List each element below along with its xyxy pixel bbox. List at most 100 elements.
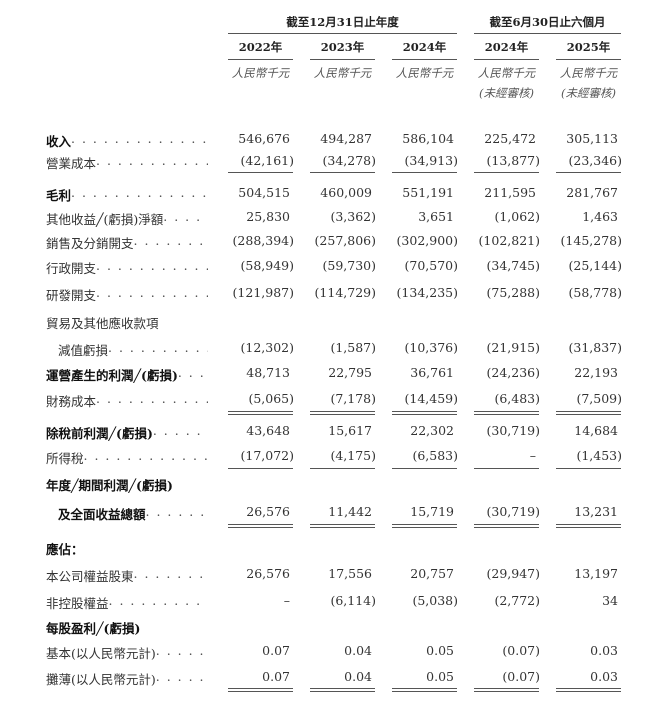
row-label: 運營產生的利潤╱(虧損) . . . . . . . . . . . . . .… — [46, 365, 208, 384]
cell-value: (1,062) — [494, 209, 540, 224]
single-underline — [474, 468, 539, 469]
row-label: 及全面收益總額 . . . . . . . . . . . . . . . . … — [58, 504, 208, 523]
cell-value: (7,178) — [330, 391, 376, 406]
cell-value: 586,104 — [402, 131, 454, 146]
cell-value: 0.04 — [344, 643, 372, 658]
cell-value: (30,719) — [486, 423, 541, 438]
cell-value: (1,453) — [576, 448, 622, 463]
cell-value: (23,346) — [568, 153, 623, 168]
row-label: 年度╱期間利潤╱(虧損) — [46, 475, 208, 494]
column-year: 2025年 — [566, 40, 611, 54]
row-label: 收入 . . . . . . . . . . . . . . . . . . .… — [46, 131, 208, 150]
cell-value: (102,821) — [478, 233, 540, 248]
column-year: 2022年 — [238, 40, 283, 54]
row-label: 所得稅 . . . . . . . . . . . . . . . . . . … — [46, 448, 208, 467]
cell-value: (34,278) — [322, 153, 377, 168]
cell-value: 551,191 — [402, 185, 454, 200]
cell-value: 20,757 — [410, 566, 454, 581]
row-label: 攤薄(以人民幣元計) . . . . . . . . . . . . . . .… — [46, 669, 208, 688]
table-row: 除稅前利潤╱(虧損) . . . . . . . . . . . . . . .… — [0, 423, 650, 441]
row-label-text: 攤薄(以人民幣元計) — [46, 672, 156, 687]
double-underline — [392, 524, 457, 528]
cell-value: 22,795 — [328, 365, 372, 380]
dot-leader: . . . . . . . . . . . . . . . . . . . . … — [133, 566, 208, 581]
row-label-text: 銷售及分銷開支 — [46, 236, 134, 251]
cell-value: (17,072) — [240, 448, 295, 463]
row-label-text: 及全面收益總額 — [58, 507, 146, 522]
cell-value: 281,767 — [566, 185, 618, 200]
row-label-text: 行政開支 — [46, 261, 97, 276]
dot-leader: . . . . . . . . . . . . . . . . . . . . … — [71, 185, 208, 200]
row-label-text: 基本(以人民幣元計) — [46, 646, 156, 661]
table-row: 研發開支 . . . . . . . . . . . . . . . . . .… — [0, 285, 650, 303]
row-label-text: 收入 — [46, 134, 72, 149]
dot-leader: . . . . . . . . . . . . . . . . . . . . … — [155, 669, 208, 684]
cell-value: 14,684 — [574, 423, 618, 438]
cell-value: 225,472 — [484, 131, 536, 146]
table-row: 應佔： — [0, 539, 650, 557]
table-row: 行政開支 . . . . . . . . . . . . . . . . . .… — [0, 258, 650, 276]
column-header: 2022年 人民幣千元 — [228, 39, 293, 85]
cell-value: 0.04 — [344, 669, 372, 684]
column-header: 2025年 人民幣千元 (未經審核) — [556, 39, 621, 101]
row-label: 減值虧損 . . . . . . . . . . . . . . . . . .… — [58, 340, 208, 359]
cell-value: 0.07 — [262, 669, 290, 684]
cell-value: – — [283, 593, 290, 608]
single-underline — [474, 172, 539, 173]
cell-value: 11,442 — [328, 504, 372, 519]
column-unit: 人民幣千元 — [231, 66, 290, 80]
table-row: 非控股權益 . . . . . . . . . . . . . . . . . … — [0, 593, 650, 611]
row-label: 財務成本 . . . . . . . . . . . . . . . . . .… — [46, 391, 208, 410]
single-underline — [556, 172, 621, 173]
row-label: 貿易及其他應收款項 — [46, 313, 208, 332]
row-label-text: 減值虧損 — [58, 343, 109, 358]
column-header: 2024年 人民幣千元 (未經審核) — [474, 39, 539, 101]
column-unit: 人民幣千元 — [559, 66, 618, 80]
cell-value: (2,772) — [494, 593, 540, 608]
cell-value: (70,570) — [404, 258, 459, 273]
single-underline — [310, 414, 375, 415]
cell-value: (145,278) — [560, 233, 622, 248]
single-underline — [310, 468, 375, 469]
table-row: 本公司權益股東 . . . . . . . . . . . . . . . . … — [0, 566, 650, 584]
single-underline — [310, 411, 375, 412]
table-row: 及全面收益總額 . . . . . . . . . . . . . . . . … — [0, 504, 650, 522]
table-row: 所得稅 . . . . . . . . . . . . . . . . . . … — [0, 448, 650, 466]
cell-value: (288,394) — [232, 233, 294, 248]
double-underline — [474, 524, 539, 528]
cell-value: (58,949) — [240, 258, 295, 273]
row-label: 銷售及分銷開支 . . . . . . . . . . . . . . . . … — [46, 233, 208, 252]
row-label: 其他收益╱(虧損)淨額 . . . . . . . . . . . . . . … — [46, 209, 208, 228]
single-underline — [392, 414, 457, 415]
double-underline — [556, 688, 621, 692]
cell-value: 0.05 — [426, 669, 454, 684]
cell-value: (59,730) — [322, 258, 377, 273]
double-underline — [310, 524, 375, 528]
cell-value: (75,288) — [486, 285, 541, 300]
cell-value: 13,197 — [574, 566, 618, 581]
row-label-text: 應佔： — [46, 542, 84, 557]
cell-value: 25,830 — [246, 209, 290, 224]
row-label: 應佔： — [46, 539, 208, 558]
table-row: 貿易及其他應收款項 — [0, 313, 650, 331]
cell-value: (30,719) — [486, 504, 541, 519]
cell-value: 15,719 — [410, 504, 454, 519]
dot-leader: . . . . . . . . . . . . . . . . . . . . … — [145, 504, 208, 519]
column-header: 2023年 人民幣千元 — [310, 39, 375, 85]
single-underline — [228, 414, 293, 415]
dot-leader: . . . . . . . . . . . . . . . . . . . . … — [108, 593, 208, 608]
single-underline — [474, 414, 539, 415]
column-note: (未經審核) — [479, 86, 534, 100]
cell-value: (134,235) — [396, 285, 458, 300]
double-underline — [474, 688, 539, 692]
cell-value: (21,915) — [486, 340, 541, 355]
column-unit: 人民幣千元 — [313, 66, 372, 80]
group-header-interim: 截至6月30日止六個月 — [489, 15, 606, 29]
cell-value: 546,676 — [238, 131, 290, 146]
row-label: 除稅前利潤╱(虧損) . . . . . . . . . . . . . . .… — [46, 423, 208, 442]
cell-value: 3,651 — [418, 209, 454, 224]
cell-value: (12,302) — [240, 340, 295, 355]
row-label: 毛利 . . . . . . . . . . . . . . . . . . .… — [46, 185, 208, 204]
cell-value: 13,231 — [574, 504, 618, 519]
column-unit: 人民幣千元 — [395, 66, 454, 80]
